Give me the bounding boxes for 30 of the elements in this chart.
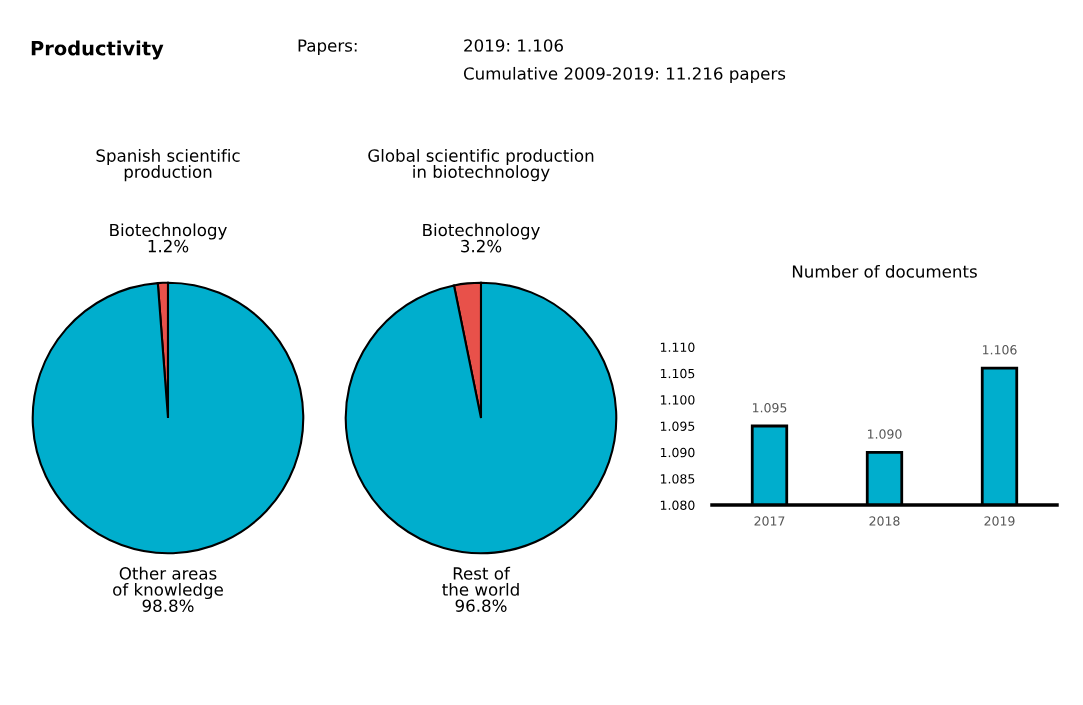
data-label: 98.8% xyxy=(142,599,194,612)
data-label: 96.8% xyxy=(455,599,507,612)
slice-label: Biotechnology xyxy=(110,223,227,240)
y-tick-label: 1.105 xyxy=(660,368,695,379)
y-tick-label: 1.090 xyxy=(660,447,695,458)
chart-title: Global scientific production in biotechnology xyxy=(368,148,594,182)
text: 2019: 1.106 xyxy=(464,39,563,52)
pie-slice xyxy=(344,281,618,555)
y-tick-label: 1.095 xyxy=(660,421,695,431)
x-tick-label: 2018 xyxy=(869,516,900,526)
slice-label: Other areas of knowledge xyxy=(113,566,223,600)
chart-title: Number of documents xyxy=(792,264,977,278)
slice-label: Biotechnology xyxy=(423,223,540,240)
y-tick-label: 1.080 xyxy=(660,500,695,510)
x-tick-label: 2017 xyxy=(754,516,785,526)
data-label: 1.2% xyxy=(148,239,189,253)
data-label: 1.090 xyxy=(867,429,902,439)
slice-label: Rest of the world xyxy=(442,566,519,596)
pie-slice xyxy=(31,281,305,555)
y-tick-label: 1.110 xyxy=(660,342,695,352)
text: Cumulative 2009-2019: 11.216 papers xyxy=(463,66,786,84)
data-label: 1.106 xyxy=(982,345,1017,355)
text: Papers: xyxy=(298,39,357,56)
y-tick-label: 1.100 xyxy=(660,395,695,405)
text: Productivity xyxy=(31,40,164,60)
chart-title: Spanish scientific production xyxy=(96,148,240,182)
data-label: 1.095 xyxy=(752,403,787,413)
y-tick-label: 1.085 xyxy=(660,474,695,484)
data-label: 3.2% xyxy=(461,239,502,253)
x-tick-label: 2019 xyxy=(984,516,1015,526)
